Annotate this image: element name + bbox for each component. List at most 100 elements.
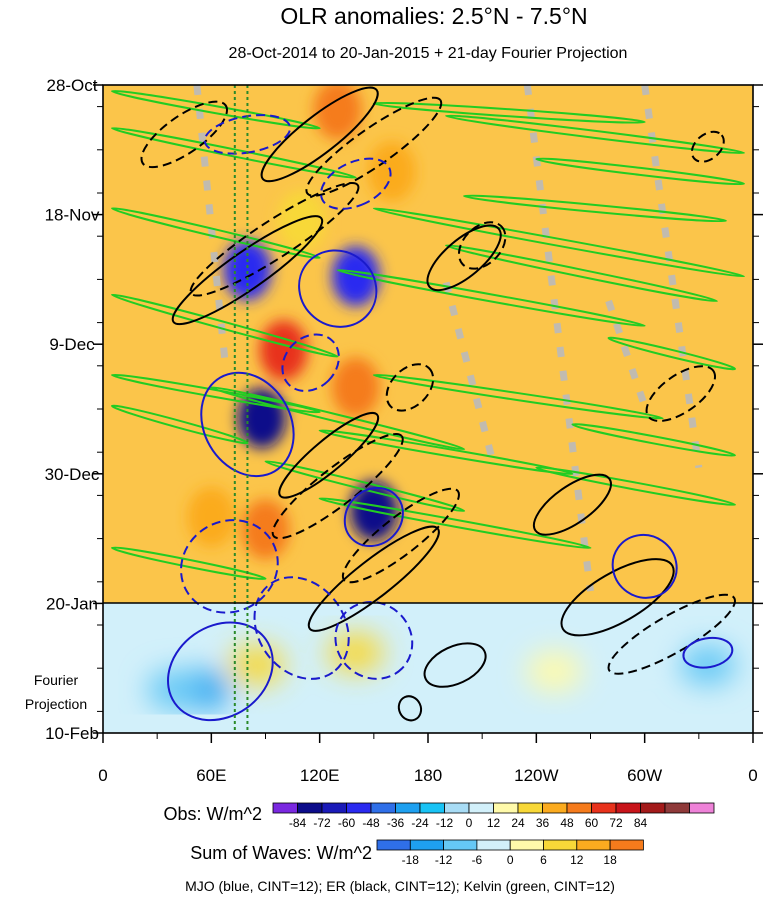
mjo-contours [167, 114, 734, 722]
mjo-contour-6 [180, 519, 279, 614]
obs-colorbar-tick-11: 48 [560, 816, 574, 830]
obs-colorbar-cell-0 [272, 802, 298, 814]
obs-colorbar-cell-12 [566, 802, 592, 814]
obs-colorbar-label: Obs: W/m^2 [164, 804, 262, 824]
obs-colorbar-tick-0: -84 [289, 816, 307, 830]
er-contour-18 [457, 221, 507, 270]
obs-colorbar-cell-7 [444, 802, 470, 814]
x-tick-label-3: 180 [414, 766, 442, 785]
er-contour-7 [426, 224, 502, 292]
missing-data-streaks [193, 85, 703, 592]
obs-colorbar-tick-7: 0 [466, 816, 473, 830]
mjo-contour-2 [298, 249, 378, 328]
er-contour-14 [645, 365, 717, 422]
obs-colorbar-tick-1: -72 [313, 816, 331, 830]
obs-colorbar-cell-14 [615, 802, 641, 814]
obs-colorbar-cell-16 [664, 802, 690, 814]
waves-colorbar-tick-0: -18 [402, 853, 420, 867]
footer-note: MJO (blue, CINT=12); ER (black, CINT=12)… [185, 878, 615, 894]
waves-colorbar-cell-3 [476, 839, 511, 851]
obs-colorbar-tick-2: -60 [338, 816, 356, 830]
mjo-contour-9 [281, 333, 340, 392]
waves-colorbar-tick-6: 18 [603, 853, 617, 867]
kelvin-contour-14 [111, 404, 249, 445]
kelvin-contour-16 [535, 466, 736, 506]
waves-colorbar-cell-2 [443, 839, 478, 851]
waves-colorbar-tick-3: 0 [507, 853, 514, 867]
obs-colorbar-cell-17 [689, 802, 715, 814]
er-contour-13 [607, 593, 736, 675]
x-tick-label-6: 0 [748, 766, 757, 785]
waves-colorbar-tick-2: -6 [472, 853, 483, 867]
projection-anomaly-field [147, 620, 736, 710]
obs-colorbar-cell-2 [321, 802, 347, 814]
obs-colorbar-tick-3: -48 [362, 816, 380, 830]
x-tick-label-0: 0 [98, 766, 107, 785]
kelvin-contour-0 [111, 89, 321, 130]
obs-colorbar-cell-8 [468, 802, 494, 814]
kelvin-contour-5 [535, 157, 745, 186]
kelvin-contour-2 [111, 207, 321, 260]
y-axis: 28-Oct 18-Nov 9-Dec 30-Dec 20-Jan 10-Feb [45, 76, 763, 743]
kelvin-contours [111, 89, 745, 581]
obs-sample-5 [241, 499, 290, 560]
y-tick-label-4: 20-Jan [46, 594, 98, 613]
obs-colorbar-tick-12: 60 [585, 816, 599, 830]
waves-colorbar-tick-4: 6 [540, 853, 547, 867]
proj-sample-5 [679, 645, 736, 686]
obs-colorbar-tick-8: 12 [487, 816, 501, 830]
obs-colorbar-cell-6 [419, 802, 445, 814]
mjo-contour-4 [611, 533, 678, 599]
obs-colorbar-tick-4: -36 [387, 816, 405, 830]
missing-streak-3 [442, 281, 495, 457]
kelvin-contour-8 [445, 244, 718, 303]
obs-colorbar-cell-15 [640, 802, 666, 814]
er-contour-1 [171, 215, 324, 326]
waves-colorbar-cell-1 [409, 839, 444, 851]
chart-subtitle: 28-Oct-2014 to 20-Jan-2015 + 21-day Four… [229, 45, 628, 62]
kelvin-contour-10 [111, 293, 339, 358]
obs-colorbar-tick-5: -24 [411, 816, 429, 830]
obs-colorbar-cell-4 [370, 802, 396, 814]
proj-sample-1 [327, 632, 384, 673]
mjo-contour-8 [334, 601, 414, 680]
kelvin-contour-15 [318, 497, 592, 550]
waves-colorbar-cell-6 [576, 839, 611, 851]
obs-colorbar-cell-11 [542, 802, 568, 814]
mjo-contour-5 [682, 636, 734, 669]
mjo-contour-1 [200, 371, 295, 478]
er-contour-0 [260, 86, 379, 183]
x-axis: 0 60E 120E 180 120W 60W 0 [98, 733, 758, 785]
obs-colorbar-cell-9 [493, 802, 519, 814]
obs-colorbar-cell-1 [297, 802, 323, 814]
x-tick-label-1: 60E [196, 766, 226, 785]
er-contour-4 [560, 558, 675, 637]
obs-sample-8 [367, 141, 416, 202]
kelvin-contour-6 [463, 194, 727, 223]
mjo-contour-10 [319, 157, 392, 210]
waves-colorbar-tick-5: 12 [570, 853, 584, 867]
proj-sample-2 [526, 651, 583, 692]
kelvin-contour-9 [336, 268, 646, 327]
obs-colorbar-tick-13: 72 [609, 816, 623, 830]
proj-sample-6 [598, 620, 655, 661]
y-tick-label-5: 10-Feb [45, 724, 99, 743]
y-tick-label-3: 30-Dec [45, 465, 100, 484]
obs-colorbar-cell-3 [346, 802, 372, 814]
obs-colorbar-cell-13 [591, 802, 617, 814]
reference-longitude-lines [233, 85, 249, 733]
er-contour-12 [341, 487, 460, 584]
missing-streak-2 [641, 85, 703, 469]
obs-colorbar-cell-10 [517, 802, 543, 814]
waves-colorbar-cell-0 [376, 839, 411, 851]
projection-label-line2: Projection [25, 696, 87, 712]
proj-sample-4 [147, 669, 204, 710]
er-contour-3 [532, 473, 612, 536]
kelvin-contour-7 [372, 207, 745, 278]
obs-sample-10 [277, 190, 326, 251]
waves-colorbar: -18 -12 -6 0 6 12 18 [376, 839, 644, 867]
plot-area [102, 84, 754, 734]
er-contour-5 [423, 642, 487, 688]
obs-colorbar: -84 -72 -60 -48 -36 -24 -12 0 12 24 36 48 60 72 84 [272, 802, 715, 830]
er-contours [140, 86, 736, 722]
